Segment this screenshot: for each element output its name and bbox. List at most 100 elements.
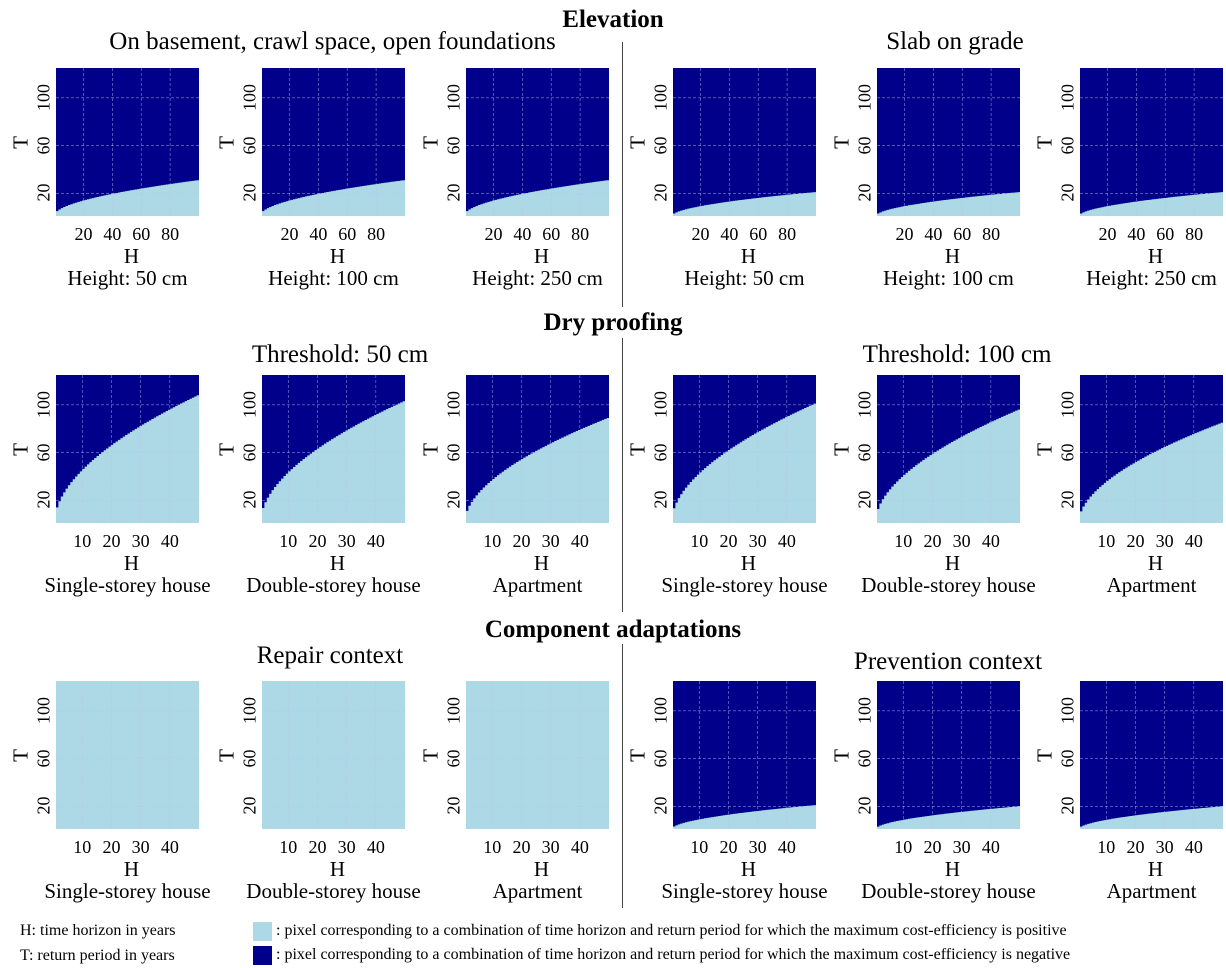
negative-region <box>1080 68 1223 216</box>
panel-caption: Apartment <box>1106 879 1197 903</box>
x-tick-label: 80 <box>161 224 180 244</box>
y-tick-label: 60 <box>443 443 464 462</box>
heatmap-plot <box>673 68 816 216</box>
x-tick-label: 40 <box>570 837 589 857</box>
y-tick-label: 20 <box>443 490 464 509</box>
y-axis-label: T <box>418 136 443 149</box>
y-axis-label: T <box>625 443 650 456</box>
x-tick-label: 20 <box>719 531 738 551</box>
y-tick-label: 100 <box>33 390 54 418</box>
section-divider <box>622 644 623 908</box>
heatmap-panel: T 20 60 100 10 20 30 40 H Double-storey house <box>215 681 421 903</box>
x-tick-label: 10 <box>690 837 709 857</box>
legend-text-negative: : pixel corresponding to a combination o… <box>276 946 1071 963</box>
y-axis-label: T <box>214 749 239 762</box>
negative-region <box>673 681 816 829</box>
x-tick-label: 20 <box>308 837 327 857</box>
x-tick-label: 10 <box>279 837 298 857</box>
panel-caption: Apartment <box>492 573 583 597</box>
y-tick-label: 20 <box>650 490 671 509</box>
x-tick-label: 30 <box>337 837 356 857</box>
x-tick-label: 20 <box>512 531 531 551</box>
x-tick-label: 20 <box>1126 531 1145 551</box>
negative-region <box>877 375 1020 521</box>
y-tick-label: 20 <box>239 490 260 509</box>
panel-caption: Double-storey house <box>246 573 421 597</box>
legend-abbrev-h: H: time horizon in years <box>20 922 176 939</box>
x-tick-label: 10 <box>73 837 92 857</box>
x-axis-label: H <box>944 857 961 881</box>
x-tick-label: 40 <box>981 531 1000 551</box>
group-title-repair: Repair context <box>256 642 404 669</box>
negative-region <box>1080 681 1223 829</box>
x-axis-label: H <box>123 551 140 575</box>
heatmap-plot <box>1080 375 1223 523</box>
heatmap-plot <box>466 681 609 829</box>
x-tick-label: 30 <box>748 531 767 551</box>
negative-region <box>877 68 1020 216</box>
x-tick-label: 10 <box>690 531 709 551</box>
panel-caption: Height: 250 cm <box>1086 266 1217 290</box>
x-tick-label: 40 <box>160 531 179 551</box>
x-tick-label: 60 <box>953 224 972 244</box>
x-tick-label: 30 <box>131 837 150 857</box>
x-tick-label: 30 <box>337 531 356 551</box>
x-tick-label: 80 <box>571 224 590 244</box>
x-tick-label: 10 <box>894 531 913 551</box>
y-axis-label: T <box>829 749 854 762</box>
heatmap-panel: T 20 60 100 20 40 60 80 H Height: 250 cm <box>419 68 609 290</box>
group-title-prevention: Prevention context <box>853 648 1043 675</box>
x-tick-label: 20 <box>74 224 93 244</box>
x-tick-label: 80 <box>367 224 386 244</box>
y-axis-label: T <box>418 749 443 762</box>
section-title-elevation: Elevation <box>562 6 664 33</box>
panel-caption: Double-storey house <box>861 879 1036 903</box>
x-axis-label: H <box>740 857 757 881</box>
y-tick-label: 100 <box>854 83 875 111</box>
y-axis-label: T <box>8 136 33 149</box>
x-axis-label: H <box>944 551 961 575</box>
x-axis-label: H <box>740 244 757 268</box>
y-tick-label: 60 <box>1057 443 1078 462</box>
y-tick-label: 100 <box>443 390 464 418</box>
x-tick-label: 20 <box>691 224 710 244</box>
y-tick-label: 20 <box>33 490 54 509</box>
x-axis-label: H <box>1147 551 1164 575</box>
y-axis-label: T <box>625 749 650 762</box>
group-title-slab: Slab on grade <box>886 28 1024 55</box>
y-tick-label: 100 <box>239 83 260 111</box>
y-tick-label: 60 <box>854 443 875 462</box>
heatmap-panel: T 20 60 100 20 40 60 80 H Height: 250 cm <box>1033 68 1223 290</box>
x-tick-label: 10 <box>73 531 92 551</box>
x-axis-label: H <box>123 857 140 881</box>
x-tick-label: 40 <box>366 837 385 857</box>
y-tick-label: 100 <box>650 696 671 724</box>
x-tick-label: 60 <box>749 224 768 244</box>
y-tick-label: 60 <box>854 136 875 155</box>
heatmap-plot <box>262 68 405 216</box>
y-axis-label: T <box>829 443 854 456</box>
x-tick-label: 20 <box>512 837 531 857</box>
heatmap-panel: T 20 60 100 10 20 30 40 H Double-storey house <box>830 681 1036 903</box>
heatmap-panel: T 20 60 100 10 20 30 40 H Apartment <box>1033 681 1223 903</box>
y-tick-label: 60 <box>443 749 464 768</box>
panel-caption: Height: 100 cm <box>883 266 1014 290</box>
x-tick-label: 30 <box>952 837 971 857</box>
negative-region <box>877 681 1020 829</box>
x-tick-label: 20 <box>1126 837 1145 857</box>
heatmap-plot <box>466 68 609 216</box>
legend-abbrev-t: T: return period in years <box>20 947 175 964</box>
y-tick-label: 20 <box>239 183 260 202</box>
y-axis-label: T <box>1032 443 1057 456</box>
x-tick-label: 80 <box>778 224 797 244</box>
heatmap-plot <box>673 681 816 829</box>
x-tick-label: 40 <box>570 531 589 551</box>
panel-caption: Height: 250 cm <box>472 266 603 290</box>
heatmap-panel: T 20 60 100 20 40 60 80 H Height: 50 cm <box>626 68 816 290</box>
y-tick-label: 100 <box>1057 696 1078 724</box>
x-tick-label: 40 <box>720 224 739 244</box>
heatmap-plot <box>877 68 1020 216</box>
y-tick-label: 60 <box>239 443 260 462</box>
x-tick-label: 40 <box>513 224 532 244</box>
